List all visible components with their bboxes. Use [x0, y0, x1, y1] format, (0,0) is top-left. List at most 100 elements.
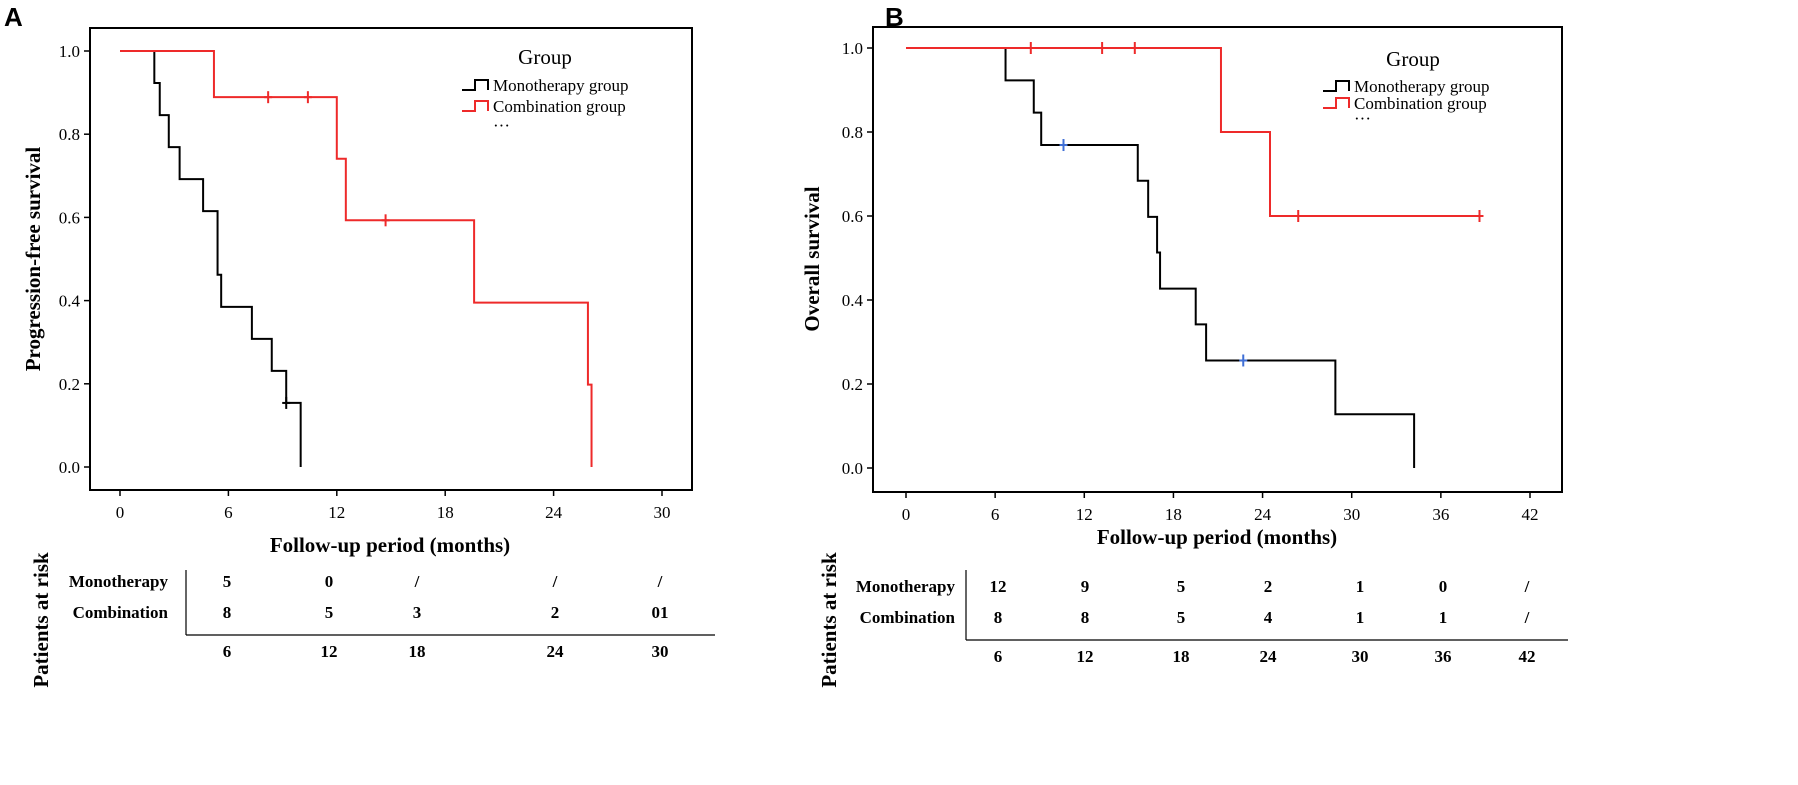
legend: Group Monotherapy group Combination group·… — [462, 45, 629, 135]
x-tick-label: 36 — [1432, 505, 1449, 524]
y-tick-label: 0.0 — [842, 459, 863, 478]
y-tick-label: 0.6 — [59, 208, 80, 227]
x-tick-label: 12 — [328, 503, 345, 522]
risk-value: 8 — [223, 603, 232, 622]
censor-mark — [264, 91, 273, 104]
x-tick-label: 18 — [437, 503, 454, 522]
legend-item: Combination group — [493, 97, 626, 116]
plot-frame — [872, 26, 1563, 493]
y-axis-title: Progression-free survival — [21, 147, 45, 372]
risk-time: 36 — [1435, 647, 1452, 666]
y-tick-label: 0.8 — [842, 123, 863, 142]
censor-mark — [1475, 210, 1484, 222]
x-tick-label: 30 — [654, 503, 671, 522]
legend-ellipsis: ··· — [493, 116, 510, 135]
risk-time: 24 — [1260, 647, 1278, 666]
risk-row-label: Monotherapy — [69, 572, 169, 591]
legend-ellipsis: ··· — [1354, 109, 1371, 128]
x-axis-title: Follow-up period (months) — [270, 533, 510, 557]
km-curve-combination — [120, 50, 593, 467]
x-tick-label: 12 — [1076, 505, 1093, 524]
censor-mark — [1239, 354, 1248, 367]
km-curve-monotherapy — [120, 50, 302, 467]
x-tick-label: 18 — [1165, 505, 1182, 524]
legend-swatch — [462, 79, 489, 91]
risk-time: 30 — [1352, 647, 1369, 666]
y-tick-label: 0.2 — [842, 375, 863, 394]
risk-value: 8 — [994, 608, 1003, 627]
risk-value: 8 — [1081, 608, 1090, 627]
legend-swatch — [462, 100, 489, 112]
risk-time: 6 — [223, 642, 232, 661]
risk-time: 12 — [1077, 647, 1094, 666]
x-tick-label: 6 — [991, 505, 1000, 524]
risk-value: 2 — [551, 603, 560, 622]
x-axis-title: Follow-up period (months) — [1097, 525, 1337, 549]
legend-title: Group — [1386, 47, 1440, 71]
y-tick-label: 0.0 — [59, 458, 80, 477]
risk-value: / — [1524, 577, 1530, 596]
risk-value: 0 — [1439, 577, 1448, 596]
risk-value: 1 — [1439, 608, 1448, 627]
x-tick-label: 0 — [902, 505, 911, 524]
risk-row-label: Monotherapy — [856, 577, 956, 596]
y-tick-label: 0.4 — [842, 291, 864, 310]
y-axis-title: Overall survival — [800, 186, 824, 331]
km-curve-combination — [906, 47, 1480, 217]
censor-mark — [303, 91, 312, 104]
risk-value: 01 — [652, 603, 669, 622]
risk-value: / — [1524, 608, 1530, 627]
risk-value: / — [414, 572, 420, 591]
censor-mark — [1098, 42, 1107, 54]
risk-value: 5 — [325, 603, 334, 622]
risk-value: 12 — [990, 577, 1007, 596]
risk-table-title: Patients at risk — [817, 552, 841, 688]
y-tick-label: 0.4 — [59, 292, 81, 311]
censor-mark — [1059, 139, 1068, 152]
risk-value: 5 — [1177, 577, 1186, 596]
risk-value: 1 — [1356, 608, 1365, 627]
risk-time: 18 — [1173, 647, 1190, 666]
censor-mark — [1294, 210, 1303, 222]
x-tick-label: 30 — [1343, 505, 1360, 524]
risk-time: 30 — [652, 642, 669, 661]
risk-row-label: Combination — [73, 603, 169, 622]
x-tick-label: 24 — [545, 503, 563, 522]
risk-value: 9 — [1081, 577, 1090, 596]
risk-value: 1 — [1356, 577, 1365, 596]
legend-item: Monotherapy group — [493, 76, 629, 95]
legend-title: Group — [518, 45, 572, 69]
risk-time: 6 — [994, 647, 1003, 666]
risk-value: 5 — [223, 572, 232, 591]
censor-mark — [381, 214, 390, 227]
y-tick-label: 0.8 — [59, 125, 80, 144]
risk-value: 5 — [1177, 608, 1186, 627]
censor-mark — [1026, 42, 1035, 54]
risk-value: 4 — [1264, 608, 1273, 627]
risk-time: 18 — [409, 642, 426, 661]
x-tick-label: 24 — [1254, 505, 1272, 524]
risk-value: / — [657, 572, 663, 591]
panel-label-b: B — [885, 2, 904, 32]
risk-value: / — [552, 572, 558, 591]
risk-row-label: Combination — [860, 608, 956, 627]
x-tick-label: 6 — [224, 503, 233, 522]
plot-frame — [89, 27, 693, 491]
legend-swatch — [1323, 97, 1350, 109]
risk-table: Patients at risk Monotherapy 12 9 5 2 1 0 / Combi… — [817, 552, 1568, 688]
risk-value: 0 — [325, 572, 334, 591]
km-curve-monotherapy — [906, 47, 1416, 468]
x-tick-label: 0 — [116, 503, 125, 522]
x-tick-label: 42 — [1522, 505, 1539, 524]
legend-item: Monotherapy group — [1354, 77, 1490, 96]
y-tick-label: 0.6 — [842, 207, 863, 226]
y-tick-label: 0.2 — [59, 375, 80, 394]
y-tick-label: 1.0 — [842, 39, 863, 58]
risk-value: 2 — [1264, 577, 1273, 596]
censor-mark — [1130, 42, 1139, 54]
risk-table: Patients at risk Monotherapy 5 0 / / / Combinat… — [29, 552, 715, 688]
censor-mark — [282, 396, 291, 409]
legend-swatch — [1323, 80, 1350, 92]
risk-time: 24 — [547, 642, 565, 661]
